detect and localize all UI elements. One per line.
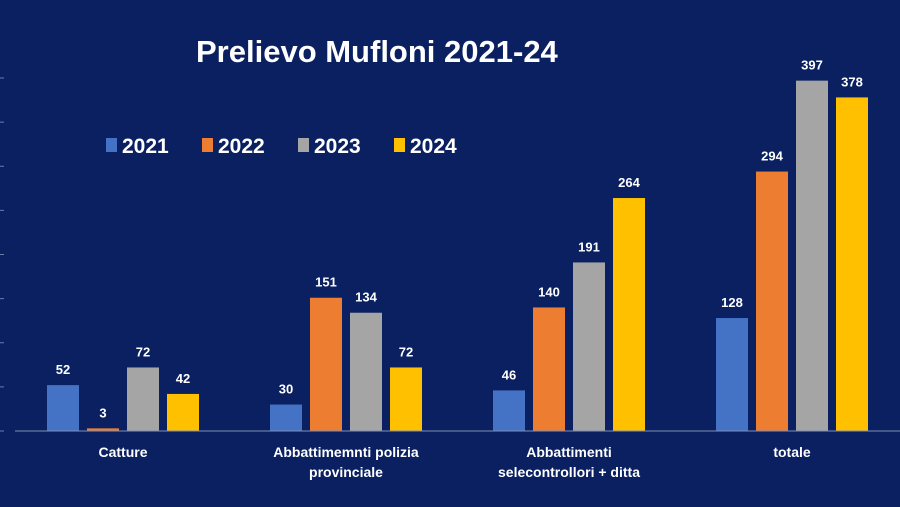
bar-2021-3 xyxy=(716,318,748,431)
bar-2022-3 xyxy=(756,171,788,432)
data-labels: 52 30 46 128 3 151 140 294 72 134 191 397 42 72 264 378 xyxy=(56,58,863,421)
category-label: selecontrollori + ditta xyxy=(498,464,640,480)
data-label: 30 xyxy=(279,382,293,397)
data-label: 52 xyxy=(56,362,70,377)
legend-swatch xyxy=(298,138,309,152)
data-label: 72 xyxy=(136,344,150,359)
legend-label: 2021 xyxy=(122,135,169,158)
data-label: 72 xyxy=(399,344,413,359)
legend-swatch xyxy=(106,138,117,152)
category-labels: Catture Abbattimemnti polizia provinciale A… xyxy=(98,444,810,480)
legend-swatch xyxy=(394,138,405,152)
legend-label: 2022 xyxy=(218,135,265,158)
bars xyxy=(47,80,868,432)
data-label: 128 xyxy=(721,295,743,310)
bar-2024-1 xyxy=(390,367,422,431)
data-label: 3 xyxy=(99,405,106,420)
legend-label: 2024 xyxy=(410,135,457,158)
category-label: Catture xyxy=(98,444,147,460)
category-label: provinciale xyxy=(309,464,383,480)
bar-2024-0 xyxy=(167,393,199,431)
bar-2023-1 xyxy=(350,312,382,431)
bar-2021-0 xyxy=(47,385,79,431)
bar-2024-2 xyxy=(613,198,645,431)
data-label: 46 xyxy=(502,367,516,382)
category-label: Abbattimemnti polizia xyxy=(273,444,419,460)
data-label: 397 xyxy=(801,58,823,73)
data-label: 134 xyxy=(355,290,377,305)
legend: 2021 2022 2023 2024 xyxy=(106,135,457,158)
chart-title: Prelievo Mufloni 2021-24 xyxy=(196,34,559,69)
legend-label: 2023 xyxy=(314,135,361,158)
bar-2023-0 xyxy=(127,367,159,431)
data-label: 151 xyxy=(315,275,337,290)
legend-swatch xyxy=(202,138,213,152)
bar-2024-3 xyxy=(836,97,868,431)
data-label: 140 xyxy=(538,284,560,299)
data-label: 264 xyxy=(618,175,640,190)
bar-2022-2 xyxy=(533,307,565,431)
data-label: 294 xyxy=(761,149,783,164)
bar-2022-0 xyxy=(87,428,119,431)
bar-2021-2 xyxy=(493,390,525,431)
category-label: totale xyxy=(773,444,811,460)
data-label: 42 xyxy=(176,371,190,386)
bar-2023-2 xyxy=(573,262,605,431)
data-label: 191 xyxy=(578,239,600,254)
bar-2021-1 xyxy=(270,404,302,431)
y-axis-ticks xyxy=(0,77,4,432)
bar-2022-1 xyxy=(310,297,342,431)
bar-2023-3 xyxy=(796,80,828,432)
data-label: 378 xyxy=(841,74,863,89)
category-label: Abbattimenti xyxy=(526,444,612,460)
